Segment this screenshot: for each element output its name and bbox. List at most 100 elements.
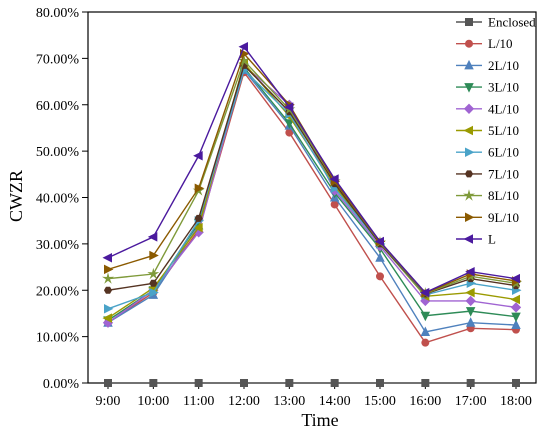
- legend-item: 9L/10: [456, 210, 519, 225]
- y-tick-label: 80.00%: [36, 6, 80, 21]
- x-tick-label: 14:00: [319, 394, 351, 409]
- legend-label: L: [488, 232, 496, 247]
- y-tick-label: 30.00%: [36, 238, 80, 253]
- axes: 0.00% 10.00% 20.00% 30.00% 40.00% 50.00% 60.00…: [36, 6, 537, 409]
- data-point: [149, 250, 159, 261]
- data-point: [238, 42, 249, 52]
- legend-swatch-marker: [463, 125, 474, 136]
- data-point: [102, 253, 112, 263]
- series-3: [103, 64, 521, 336]
- data-point: [420, 311, 431, 322]
- data-point: [420, 326, 431, 336]
- data-point: [147, 232, 158, 242]
- data-point: [285, 378, 294, 387]
- data-point: [375, 252, 385, 262]
- x-tick-label: 11:00: [183, 394, 214, 409]
- legend-item: 6L/10: [456, 145, 519, 160]
- data-point: [104, 304, 114, 314]
- legend-label: 3L/10: [488, 80, 519, 95]
- data-point: [466, 378, 475, 387]
- x-tick-label: 17:00: [455, 394, 487, 409]
- data-point: [149, 378, 158, 387]
- data-point: [283, 102, 294, 112]
- legend-item: 2L/10: [456, 58, 519, 73]
- data-point: [421, 338, 430, 347]
- series-line: [107, 68, 517, 310]
- data-point: [194, 378, 203, 387]
- legend-item: 3L/10: [456, 80, 519, 95]
- data-point: [193, 151, 203, 161]
- x-tick-label: 18:00: [500, 394, 532, 409]
- legend-item: L/10: [456, 36, 513, 51]
- y-tick-label: 10.00%: [36, 331, 80, 346]
- data-point: [330, 378, 339, 387]
- data-point: [465, 317, 476, 327]
- legend-item: Enclosed: [456, 15, 536, 30]
- legend-label: 4L/10: [488, 101, 519, 116]
- legend-swatch-marker: [463, 234, 474, 244]
- legend-swatch-marker: [464, 83, 474, 93]
- legend-swatch-marker: [462, 189, 476, 201]
- legend-label: L/10: [488, 36, 513, 51]
- data-point: [511, 312, 521, 323]
- series-7: [104, 65, 522, 314]
- series-line: [107, 45, 517, 294]
- legend-item: 8L/10: [456, 188, 519, 203]
- data-point: [511, 319, 521, 330]
- x-tick-label: 13:00: [273, 394, 305, 409]
- data-point: [465, 266, 475, 277]
- data-point: [237, 54, 251, 66]
- data-point: [101, 272, 115, 284]
- data-point: [102, 313, 112, 323]
- legend-label: 6L/10: [488, 145, 519, 160]
- legend-swatch-marker: [464, 212, 475, 223]
- data-point: [375, 272, 384, 281]
- series-line: [107, 63, 517, 295]
- data-point: [421, 378, 430, 387]
- legend-swatch-marker: [464, 147, 475, 157]
- x-tick-label: 9:00: [96, 394, 121, 409]
- data-point: [465, 307, 476, 317]
- series-lines: [101, 42, 523, 387]
- legend-item: 7L/10: [456, 166, 519, 181]
- x-axis-title: Time: [301, 410, 338, 430]
- data-point: [512, 378, 521, 387]
- legend-swatch-marker: [464, 170, 474, 178]
- legend-swatch-marker: [464, 17, 473, 26]
- legend-label: 5L/10: [488, 123, 519, 138]
- y-axis-title: CWZR: [6, 170, 26, 222]
- y-tick-label: 60.00%: [36, 99, 80, 114]
- data-point: [375, 378, 384, 387]
- legend-item: 4L/10: [456, 101, 519, 116]
- series-line: [107, 68, 517, 333]
- series-line: [107, 59, 517, 295]
- legend-label: 9L/10: [488, 210, 519, 225]
- data-point: [149, 279, 158, 287]
- data-point: [239, 378, 248, 387]
- legend-swatch-marker: [463, 103, 475, 114]
- series-5: [102, 60, 522, 328]
- data-point: [510, 273, 520, 284]
- data-point: [419, 287, 430, 298]
- legend: Enclosed L/10 2L/10 3L/10 4L/10 5L/10 6L/10 7L/…: [456, 15, 536, 247]
- data-point: [104, 264, 114, 275]
- legend-label: 2L/10: [488, 58, 519, 73]
- data-point: [194, 214, 203, 222]
- legend-label: Enclosed: [488, 15, 536, 30]
- data-point: [103, 286, 113, 294]
- y-tick-label: 40.00%: [36, 192, 80, 207]
- data-point: [510, 294, 520, 305]
- series-9: [101, 54, 523, 299]
- legend-item: L: [456, 232, 496, 247]
- series-line: [107, 52, 517, 294]
- data-point: [149, 287, 159, 298]
- series-2: [104, 68, 521, 347]
- y-tick-label: 50.00%: [36, 145, 80, 160]
- x-tick-label: 12:00: [228, 394, 260, 409]
- y-tick-label: 70.00%: [36, 52, 80, 67]
- data-point: [465, 287, 475, 298]
- y-tick-label: 20.00%: [36, 284, 80, 299]
- data-point: [104, 378, 113, 387]
- legend-label: 7L/10: [488, 166, 519, 181]
